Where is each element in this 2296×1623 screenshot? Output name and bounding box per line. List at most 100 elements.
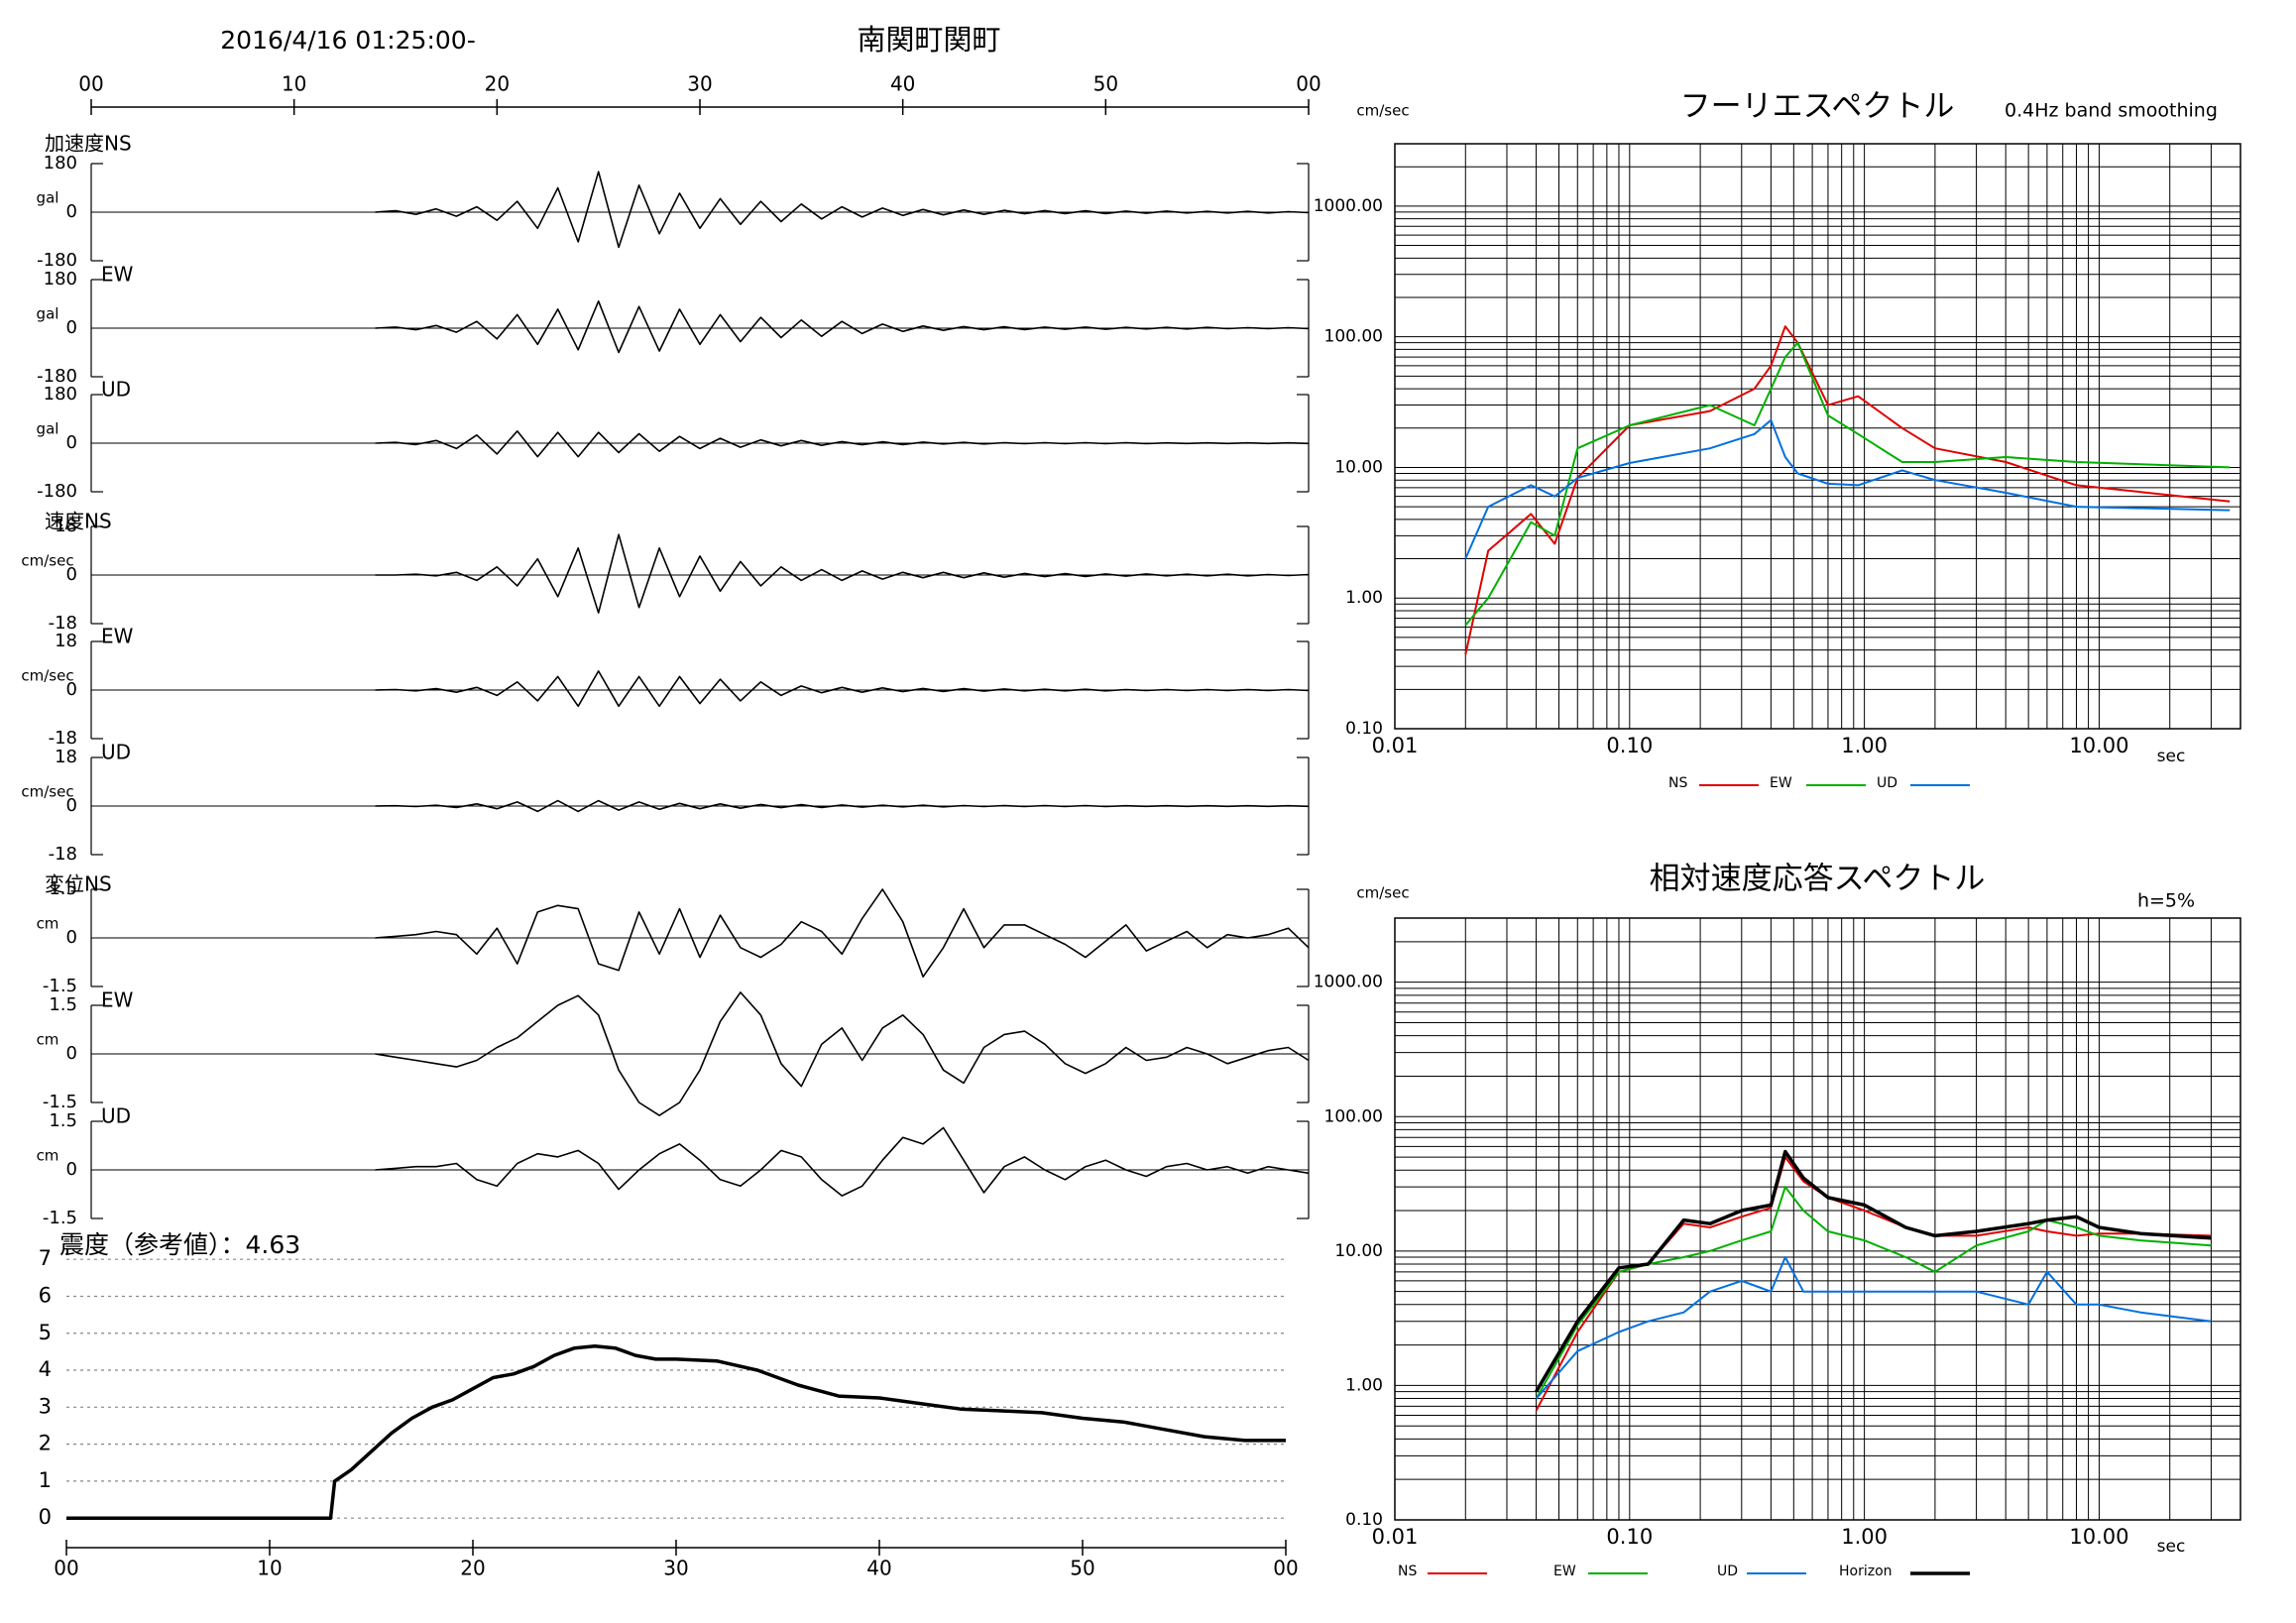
series-line [1535,1186,2212,1400]
x-tick-label: 30 [687,72,712,96]
y-axis-label: cm/sec [1356,884,1409,902]
intensity-line [66,1344,1286,1520]
y-tick-label: 1000.00 [1314,973,1383,992]
waveform [375,1126,1310,1197]
y-tick-label: 100.00 [1324,327,1383,347]
y-tick-label: 180 [44,384,77,405]
y-tick-label: 18 [55,747,77,767]
x-tick-label: 40 [866,1557,891,1580]
legend-label: Horizon [1839,1564,1893,1579]
station: 南関町関町 [857,23,1000,57]
y-tick-label: 0 [66,564,77,585]
y-tick-label: -18 [49,613,77,634]
y-tick-label: 0.10 [1345,1510,1383,1530]
x-tick-label: 00 [78,72,103,96]
panel-label: 速度NS [45,510,112,533]
waveform [375,799,1310,813]
x-tick-label: 0.10 [1606,1525,1653,1549]
series-line [1535,1256,2212,1400]
panel-label: UD [101,741,131,764]
chart-subtitle: h=5% [2137,890,2195,912]
y-tick-label: 0 [66,795,77,816]
y-tick-label: 0 [66,432,77,453]
x-tick-label: 0.10 [1606,734,1653,757]
waveform [375,533,1310,614]
y-tick-label: 4 [39,1357,52,1381]
chart-subtitle: 0.4Hz band smoothing [2005,100,2218,122]
series-line [1464,418,2231,559]
unit-label: gal [37,420,59,438]
panel-label: EW [101,625,134,648]
legend-label: UD [1877,775,1897,791]
y-tick-label: 18 [55,631,77,651]
x-tick-label: 30 [663,1557,688,1580]
x-axis-label: sec [2157,747,2186,766]
waveform [375,991,1310,1116]
unit-label: cm [37,1147,59,1165]
x-tick-label: 10.00 [2069,734,2128,757]
y-tick-label: 5 [39,1321,52,1344]
waveform [375,888,1310,978]
chart-title: 相対速度応答スペクトル [1650,862,1986,897]
panel-label: UD [101,378,131,402]
waveform [375,670,1310,708]
y-tick-label: -180 [37,481,77,502]
x-tick-label: 50 [1070,1557,1094,1580]
panel-label: EW [101,988,134,1012]
y-tick-label: 180 [44,153,77,174]
y-tick-label: 10.00 [1334,1241,1383,1261]
x-tick-label: 0.01 [1372,734,1419,757]
series-line [1464,325,2231,655]
y-tick-label: 0 [66,317,77,338]
x-tick-label: 20 [460,1557,485,1580]
y-tick-label: -180 [37,250,77,271]
x-tick-label: 10 [282,72,306,96]
y-tick-label: 1.5 [49,878,77,899]
y-tick-label: 6 [39,1283,52,1307]
panel-label: EW [101,263,134,287]
x-tick-label: 20 [485,72,510,96]
chart-title: フーリエスペクトル [1680,89,1955,125]
x-tick-label: 40 [890,72,915,96]
y-tick-label: -180 [37,366,77,387]
panel-label: 変位NS [45,872,112,896]
datetime: 2016/4/16 01:25:00- [220,26,475,55]
legend-label: EW [1553,1564,1576,1579]
unit-label: cm/sec [21,667,73,685]
x-tick-label: 00 [54,1557,78,1580]
y-tick-label: 0.10 [1345,719,1383,739]
waveform [375,171,1310,249]
waveform [375,300,1310,354]
legend-label: EW [1770,775,1792,791]
unit-label: cm [37,915,59,933]
legend-label: UD [1717,1564,1738,1579]
y-tick-label: 7 [39,1246,52,1270]
waveform [375,430,1310,458]
y-tick-label: 1.00 [1345,1375,1383,1395]
x-tick-label: 00 [1296,72,1320,96]
y-tick-label: 1000.00 [1314,196,1383,216]
y-tick-label: 180 [44,269,77,290]
x-tick-label: 50 [1093,72,1118,96]
y-tick-label: -1.5 [43,1208,77,1228]
x-tick-label: 0.01 [1372,1525,1419,1549]
unit-label: gal [37,305,59,323]
y-tick-label: 1.00 [1345,588,1383,608]
y-tick-label: 18 [55,516,77,536]
unit-label: cm/sec [21,552,73,570]
legend-label: NS [1668,775,1687,791]
y-tick-label: -18 [49,844,77,865]
y-tick-label: 100.00 [1324,1106,1383,1126]
y-tick-label: 0 [66,201,77,222]
legend-label: NS [1398,1564,1417,1579]
y-tick-label: 10.00 [1334,457,1383,477]
y-tick-label: 0 [66,679,77,700]
series-line [1535,1149,2212,1393]
y-tick-label: 0 [66,927,77,948]
series-line [1464,341,2231,627]
x-tick-label: 10 [257,1557,282,1580]
unit-label: cm/sec [21,783,73,801]
y-tick-label: 1 [39,1468,52,1492]
y-tick-label: 0 [66,1159,77,1180]
x-tick-label: 1.00 [1841,734,1888,757]
